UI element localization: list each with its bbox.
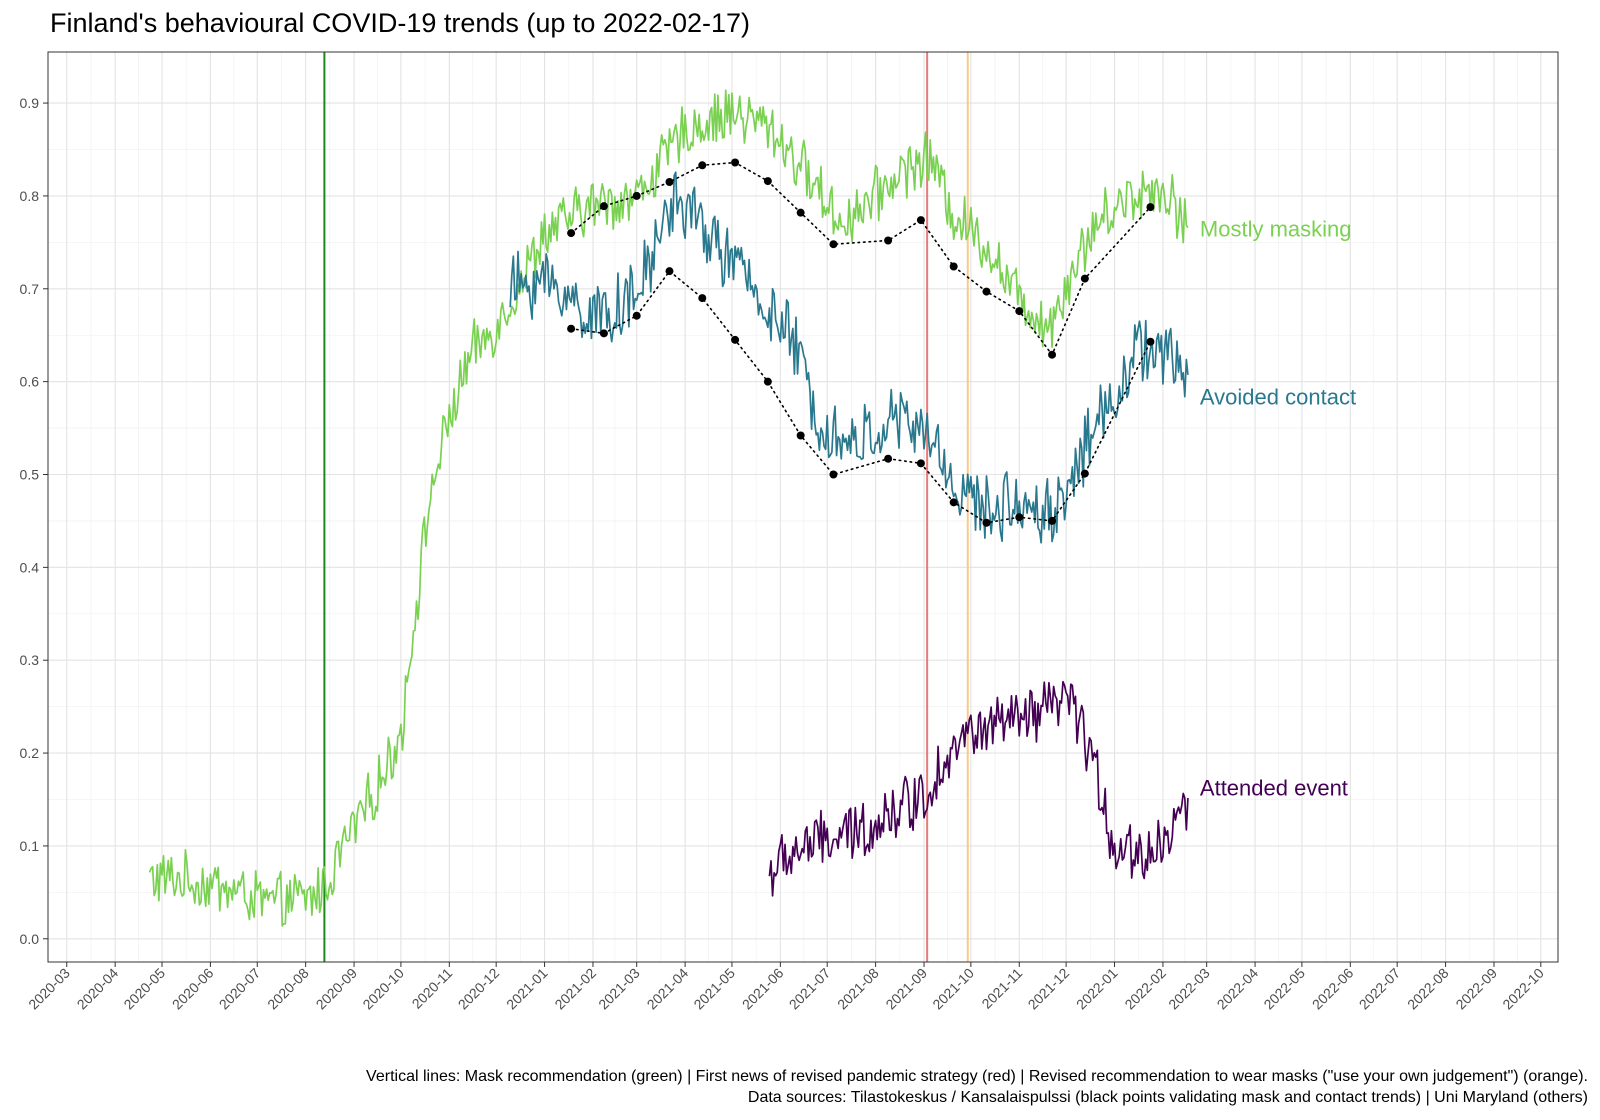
x-tick-label: 2021-04 — [644, 965, 692, 1013]
series-label-avoided-contact: Avoided contact — [1200, 385, 1356, 410]
validation-point-contact — [1048, 516, 1057, 525]
validation-point-mask — [763, 177, 772, 186]
validation-point-mask — [731, 158, 740, 167]
validation-point-mask — [829, 240, 838, 249]
y-tick-label: 0.7 — [20, 281, 40, 297]
x-tick-label: 2021-12 — [1025, 965, 1073, 1013]
y-tick-label: 0.2 — [20, 745, 40, 761]
series-label-mostly-masking: Mostly masking — [1200, 216, 1352, 241]
validation-point-mask — [567, 229, 576, 238]
grid-layer — [48, 52, 1558, 962]
y-tick-label: 0.0 — [20, 931, 40, 947]
x-tick-label: 2020-11 — [409, 965, 456, 1012]
x-tick-label: 2022-04 — [1214, 965, 1262, 1013]
validation-point-contact — [1146, 337, 1155, 346]
caption-data-sources: Data sources: Tilastokeskus / Kansalaisp… — [747, 1089, 1588, 1106]
validation-points-layer — [567, 158, 1155, 527]
validation-point-mask — [1015, 307, 1024, 316]
chart-title: Finland's behavioural COVID-19 trends (u… — [50, 8, 751, 38]
x-tick-label: 2022-07 — [1356, 965, 1404, 1013]
validation-point-contact — [982, 518, 991, 527]
validation-point-mask — [632, 191, 641, 200]
y-tick-label: 0.3 — [20, 652, 40, 668]
validation-point-contact — [829, 470, 838, 479]
validation-line-mask — [570, 161, 1152, 357]
validation-point-mask — [1048, 350, 1057, 359]
validation-point-contact — [698, 294, 707, 303]
x-tick-label: 2020-03 — [25, 965, 73, 1013]
y-tick-label: 0.6 — [20, 374, 40, 390]
validation-point-contact — [1080, 469, 1089, 478]
validation-point-contact — [599, 329, 608, 338]
validation-point-contact — [796, 431, 805, 440]
x-tick-label: 2021-09 — [882, 965, 930, 1013]
validation-point-contact — [1015, 513, 1024, 522]
series-line-mostly-masking — [148, 89, 1189, 927]
validation-point-contact — [632, 311, 641, 320]
x-tick-label: 2021-07 — [786, 965, 834, 1013]
x-tick-label: 2022-02 — [1121, 965, 1169, 1013]
validation-point-mask — [1080, 274, 1089, 283]
y-tick-label: 0.8 — [20, 188, 40, 204]
validation-point-mask — [982, 287, 991, 296]
validation-point-contact — [665, 267, 674, 276]
validation-point-mask — [884, 236, 893, 245]
validation-point-mask — [665, 178, 674, 186]
validation-point-mask — [916, 216, 925, 225]
x-tick-label: 2020-05 — [120, 965, 168, 1013]
x-tick-label: 2020-09 — [313, 965, 361, 1013]
series-layer — [148, 89, 1189, 927]
series-line-attended-event — [768, 680, 1189, 897]
x-tick-label: 2022-03 — [1165, 965, 1213, 1013]
y-tick-label: 0.4 — [20, 559, 40, 575]
x-tick-label: 2022-05 — [1260, 965, 1308, 1013]
x-tick-label: 2021-02 — [551, 965, 599, 1013]
validation-point-contact — [949, 498, 958, 507]
validation-point-contact — [567, 324, 576, 333]
validation-point-contact — [763, 377, 772, 386]
x-tick-label: 2020-08 — [264, 965, 312, 1013]
validation-point-mask — [796, 208, 805, 217]
series-labels-layer: Mostly masking Avoided contact Attended ev… — [1200, 216, 1356, 800]
y-tick-label: 0.1 — [20, 838, 40, 854]
x-tick-label: 2022-01 — [1073, 965, 1121, 1013]
validation-point-mask — [698, 161, 707, 170]
x-tick-label: 2022-08 — [1404, 965, 1452, 1013]
x-tick-label: 2022-09 — [1452, 965, 1500, 1013]
x-tick-label: 2022-10 — [1499, 965, 1547, 1013]
y-tick-label: 0.5 — [20, 467, 40, 483]
x-tick-label: 2021-05 — [690, 965, 738, 1013]
validation-point-contact — [731, 335, 740, 344]
validation-point-mask — [1146, 203, 1155, 212]
panel-border — [47, 51, 1559, 963]
x-tick-label: 2020-12 — [455, 965, 503, 1013]
x-tick-label: 2021-01 — [503, 965, 551, 1013]
series-line-avoided-contact — [509, 171, 1189, 544]
x-tick-label: 2021-03 — [595, 965, 643, 1013]
validation-point-mask — [599, 202, 608, 211]
x-tick-label: 2021-10 — [929, 965, 977, 1013]
series-label-attended-event: Attended event — [1200, 775, 1348, 800]
caption-vertical-lines: Vertical lines: Mask recommendation (gre… — [366, 1068, 1588, 1085]
x-tick-label: 2021-11 — [978, 965, 1025, 1012]
x-tick-label: 2020-10 — [359, 965, 407, 1013]
x-tick-label: 2020-07 — [216, 965, 264, 1013]
validation-point-contact — [884, 454, 893, 463]
x-tick-label: 2021-08 — [834, 965, 882, 1013]
validation-point-contact — [916, 459, 925, 468]
x-tick-label: 2020-06 — [169, 965, 217, 1013]
validation-point-mask — [949, 262, 958, 271]
x-tick-label: 2020-04 — [74, 965, 122, 1013]
x-tick-label: 2022-06 — [1309, 965, 1357, 1013]
y-tick-label: 0.9 — [20, 95, 40, 111]
x-tick-label: 2021-06 — [739, 965, 787, 1013]
validation-line-contact — [570, 269, 1152, 524]
